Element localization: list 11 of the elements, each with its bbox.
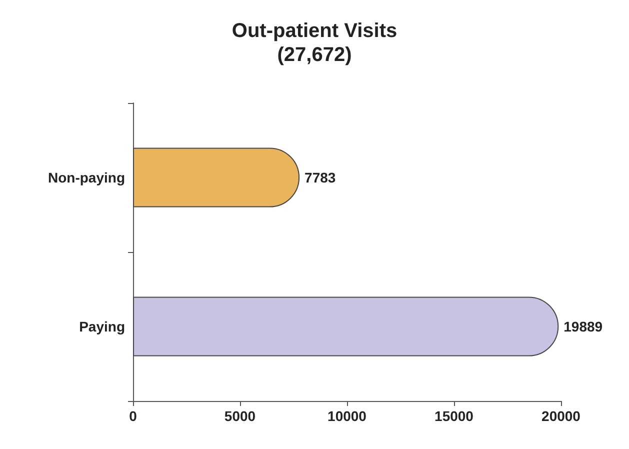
x-tick-label: 10000 [328,408,367,424]
x-tick-label: 20000 [542,408,581,424]
y-tick-label: Non-paying [48,170,125,186]
x-tick-label: 15000 [434,408,474,424]
y-tick-label: Paying [79,318,125,334]
x-tick-label: 0 [129,408,138,424]
data-label: 19889 [564,318,603,334]
chart-title: Out-patient Visits [232,20,398,42]
x-tick-label: 5000 [224,408,256,424]
data-label: 7783 [304,170,336,186]
chart-subtitle: (27,672) [277,44,352,66]
